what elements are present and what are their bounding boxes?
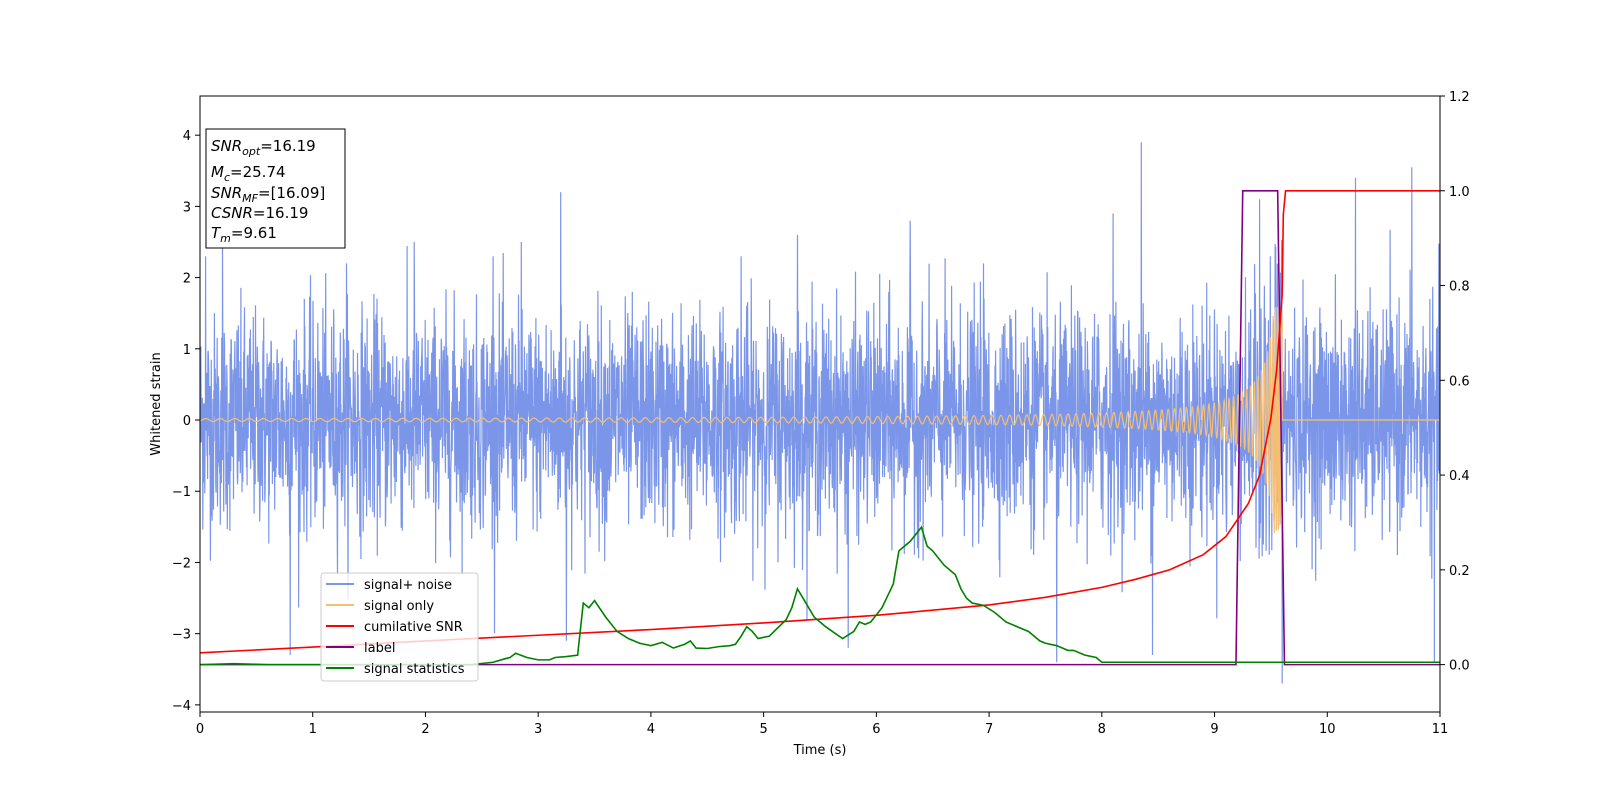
y-tick-label: 4 — [183, 129, 191, 144]
info-tm-symbol: T — [211, 224, 222, 242]
y2-tick-label: 1.2 — [1449, 90, 1470, 105]
legend-frame — [320, 572, 479, 682]
y2-tick-label: 0.4 — [1449, 469, 1470, 484]
series-label — [200, 189, 1440, 666]
axes-frame — [199, 95, 1441, 713]
info-snr-mf-value: =[16.09] — [258, 184, 325, 202]
x-tick-label: 8 — [1098, 722, 1106, 737]
info-snr-mf-sub: MF — [242, 192, 258, 205]
x-tick-label: 0 — [196, 722, 204, 737]
info-snr-mf-symbol: SNR — [211, 184, 242, 202]
x-tick-label: 11 — [1432, 722, 1449, 737]
legend-label-signal-noise: signal+ noise — [364, 578, 452, 593]
legend-label-signal-only: signal only — [364, 599, 434, 614]
info-snr-mf: SNRMF=[16.09] — [211, 184, 325, 205]
x-tick-label: 10 — [1319, 722, 1336, 737]
info-snr-opt-sub: opt — [242, 145, 261, 158]
legend-label-label: label — [364, 641, 395, 656]
info-box-frame — [205, 128, 346, 249]
y2-tick-label: 0.8 — [1449, 280, 1470, 295]
y-axis-label: Whitened strain — [149, 352, 164, 455]
x-axis: 0 1 2 3 4 5 6 7 8 9 10 11 — [196, 712, 1448, 737]
series-cumulative-snr — [200, 189, 1440, 654]
info-tm-value: =9.61 — [231, 224, 277, 242]
info-mc: Mc=25.74 — [211, 163, 286, 184]
info-mc-value: =25.74 — [230, 163, 286, 181]
info-csnr-value: =16.19 — [253, 204, 309, 222]
series-signal-statistics — [200, 525, 1440, 666]
info-tm-sub: m — [220, 232, 231, 245]
info-mc-symbol: M — [211, 163, 224, 181]
info-box: SNRopt=16.19 Mc=25.74 SNRMF=[16.09] CSNR… — [205, 128, 346, 249]
info-mc-sub: c — [224, 171, 230, 184]
info-tm: Tm=9.61 — [211, 224, 277, 245]
y2-tick-label: 1.0 — [1449, 185, 1470, 200]
info-snr-opt: SNRopt=16.19 — [211, 137, 316, 158]
y-tick-label: 3 — [183, 200, 191, 215]
x-tick-label: 4 — [647, 722, 655, 737]
y-tick-label: 1 — [183, 343, 191, 358]
y-tick-label: 2 — [183, 272, 191, 287]
x-tick-label: 3 — [534, 722, 542, 737]
y-tick-label: −2 — [172, 556, 191, 571]
x-tick-label: 6 — [872, 722, 880, 737]
y2-tick-label: 0.2 — [1449, 564, 1470, 579]
x-tick-label: 5 — [759, 722, 767, 737]
legend-label-signal-statistics: signal statistics — [364, 662, 465, 677]
info-csnr-symbol: CSNR — [211, 204, 253, 222]
y-tick-label: −1 — [172, 485, 191, 500]
y2-tick-label: 0.6 — [1449, 374, 1470, 389]
series-signal-only — [200, 306, 1440, 534]
x-tick-label: 9 — [1210, 722, 1218, 737]
x-tick-label: 2 — [421, 722, 429, 737]
y-axis-left: −4 −3 −2 −1 0 1 2 3 4 — [172, 129, 200, 714]
x-tick-label: 1 — [309, 722, 317, 737]
info-csnr: CSNR=16.19 — [211, 204, 308, 222]
legend: signal+ noise signal only cumilative SNR… — [320, 572, 479, 682]
y-axis-right: 0.0 0.2 0.4 0.6 0.8 1.0 1.2 — [1440, 90, 1470, 674]
info-snr-opt-value: =16.19 — [260, 137, 316, 155]
info-snr-opt-symbol: SNR — [211, 137, 242, 155]
series-signal-noise — [200, 142, 1440, 684]
y-tick-label: −3 — [172, 628, 191, 643]
x-axis-label: Time (s) — [793, 743, 847, 758]
y2-tick-label: 0.0 — [1449, 659, 1470, 674]
y-tick-label: 0 — [183, 414, 191, 429]
y-tick-label: −4 — [172, 699, 191, 714]
legend-label-cumulative-snr: cumilative SNR — [364, 620, 463, 635]
x-tick-label: 7 — [985, 722, 993, 737]
plot-area — [200, 142, 1440, 684]
